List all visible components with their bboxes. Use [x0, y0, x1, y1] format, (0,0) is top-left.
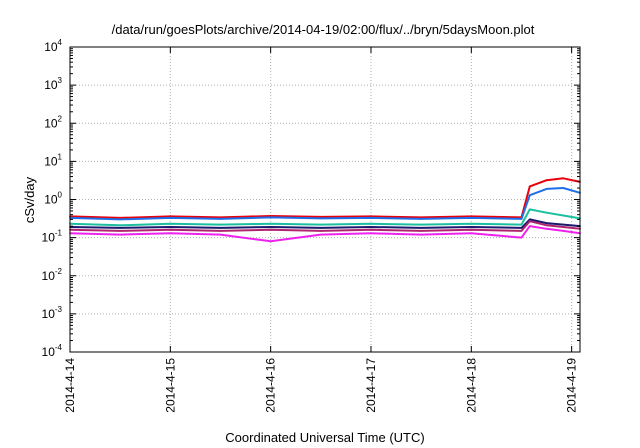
data-point	[420, 233, 422, 236]
data-point	[319, 217, 322, 220]
data-point	[119, 224, 122, 227]
y-tick-label: 10-2	[42, 267, 63, 283]
data-point	[269, 222, 272, 225]
x-axis-label: Coordinated Universal Time (UTC)	[225, 430, 424, 445]
data-point	[169, 228, 172, 231]
axis-ticks: 10-4 10-3 10-2 10-1 100 101 102 103 104 2014-4-14…	[42, 38, 580, 413]
y-tick-label: 101	[44, 152, 62, 168]
data-point	[319, 216, 322, 218]
data-point	[269, 228, 272, 231]
data-point	[420, 216, 422, 219]
data-point	[420, 223, 422, 226]
y-tick-label: 100	[44, 191, 62, 207]
data-point	[528, 194, 531, 197]
data-point	[319, 227, 322, 229]
data-point	[562, 214, 565, 217]
data-point	[545, 227, 548, 230]
data-point	[219, 233, 222, 236]
data-point	[269, 226, 272, 228]
data-point	[169, 222, 172, 225]
data-point	[370, 222, 372, 225]
chart-title: /data/run/goesPlots/archive/2014-04-19/0…	[112, 22, 535, 37]
data-point	[370, 228, 372, 231]
data-point	[269, 240, 272, 243]
data-point	[269, 216, 272, 219]
data-point	[470, 217, 473, 219]
x-tick-label: 2014-4-18	[464, 358, 478, 413]
data-point	[420, 227, 422, 229]
data-point	[319, 233, 322, 236]
data-point	[219, 216, 222, 219]
data-point	[520, 236, 523, 239]
data-point	[470, 228, 473, 231]
data-point	[528, 220, 531, 223]
data-point	[520, 218, 523, 220]
series-line	[69, 220, 581, 232]
data-point	[520, 230, 523, 232]
data-point	[119, 227, 122, 229]
x-tick-label: 2014-4-16	[264, 358, 278, 413]
data-point	[470, 222, 473, 225]
data-point	[219, 227, 222, 229]
grid	[70, 47, 580, 352]
series-line	[69, 218, 581, 229]
y-tick-label: 10-3	[42, 305, 63, 321]
data-point	[545, 211, 548, 214]
y-tick-label: 10-1	[42, 229, 63, 245]
data-point	[119, 230, 122, 232]
data-point	[528, 208, 531, 211]
data-point	[319, 230, 322, 232]
data-point	[545, 179, 548, 182]
data-point	[545, 224, 548, 227]
data-point	[420, 230, 422, 232]
y-tick-label: 10-4	[42, 343, 63, 359]
data-point	[319, 223, 322, 226]
series-line	[69, 225, 581, 243]
data-point	[545, 188, 548, 190]
data-point	[119, 217, 122, 219]
data-point	[562, 177, 565, 180]
data-point	[470, 226, 473, 228]
data-point	[169, 226, 172, 228]
data-point	[562, 230, 565, 232]
data-point	[370, 215, 372, 218]
data-point	[169, 232, 172, 235]
data-point	[219, 230, 222, 232]
data-point	[219, 223, 222, 226]
x-tick-label: 2014-4-14	[63, 358, 77, 413]
data-point	[562, 226, 565, 228]
data-point	[219, 218, 222, 220]
data-point	[520, 223, 523, 226]
data-point	[528, 218, 531, 221]
data-point	[119, 233, 122, 236]
data-point	[370, 232, 372, 235]
data-point	[420, 218, 422, 220]
x-tick-label: 2014-4-19	[565, 358, 579, 413]
series-lines	[69, 177, 581, 243]
data-point	[169, 217, 172, 219]
series-line	[69, 208, 581, 227]
y-tick-label: 102	[44, 114, 62, 130]
data-point	[562, 187, 565, 189]
data-point	[528, 185, 531, 188]
data-point	[169, 215, 172, 218]
data-point	[562, 223, 565, 226]
data-point	[370, 226, 372, 228]
data-point	[119, 218, 122, 221]
x-tick-label: 2014-4-17	[364, 358, 378, 413]
series-line	[69, 177, 581, 219]
y-axis-label: cSv/day	[22, 176, 37, 223]
data-point	[470, 232, 473, 235]
data-point	[370, 217, 372, 219]
data-point	[528, 225, 531, 228]
data-point	[470, 215, 473, 218]
series-line	[69, 187, 581, 221]
y-tick-label: 103	[44, 76, 62, 92]
data-point	[545, 222, 548, 225]
data-point	[520, 227, 523, 229]
y-tick-label: 104	[44, 38, 62, 54]
x-tick-label: 2014-4-15	[163, 358, 177, 413]
